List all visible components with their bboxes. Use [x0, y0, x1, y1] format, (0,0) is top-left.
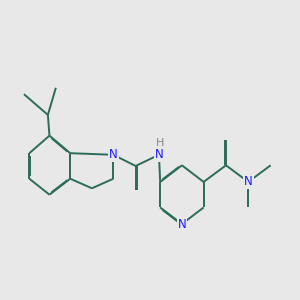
Text: H: H	[156, 138, 165, 148]
Text: N: N	[178, 218, 186, 230]
Text: N: N	[244, 176, 253, 188]
Text: N: N	[109, 148, 118, 161]
Text: N: N	[154, 148, 163, 161]
